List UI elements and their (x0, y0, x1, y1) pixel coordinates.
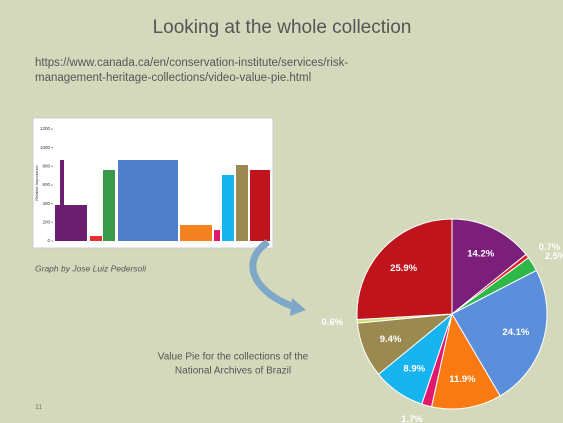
thumb-tick-label: 1000 (40, 145, 51, 150)
thumb-block (180, 225, 212, 241)
slide: Looking at the whole collection https://… (0, 0, 563, 423)
thumb-block (118, 160, 178, 241)
pie-caption: National Archives of Brazil (175, 366, 291, 377)
thumb-tick-label: 800 (42, 164, 50, 169)
thumb-block (103, 170, 115, 241)
slice-label: 25.9% (390, 263, 417, 274)
url-line: management-heritage-collections/video-va… (35, 72, 311, 84)
page-number: 11 (35, 404, 42, 411)
thumb-tick-label: 1200 (40, 126, 51, 131)
pie-caption: Value Pie for the collections of the (158, 352, 309, 363)
slice-label: 9.4% (380, 334, 402, 345)
thumb-block (90, 236, 102, 241)
thumb-tick-label: 600 (42, 182, 50, 187)
url-line: https://www.canada.ca/en/conservation-in… (35, 57, 348, 69)
thumb-ylabel: Relative Importance (34, 164, 39, 200)
thumbnail: Relative Importance 02004006008001000120… (33, 118, 273, 248)
thumb-tick-label: 200 (42, 220, 50, 225)
slide-title: Looking at the whole collection (153, 17, 412, 38)
thumb-tick-label: 400 (42, 201, 50, 206)
thumb-block (214, 230, 220, 241)
slice-label: 2.5% (545, 251, 563, 262)
slice-label: 14.2% (467, 249, 494, 260)
slice-label: 0.6% (321, 317, 343, 328)
slice-label: 24.1% (502, 327, 529, 338)
slice-label: 8.9% (403, 363, 425, 374)
thumb-block (236, 165, 248, 241)
thumb-block (222, 175, 234, 241)
graph-caption: Graph by Jose Luiz Pedersoli (35, 263, 147, 273)
slice-label: 11.9% (449, 374, 476, 385)
thumb-block (60, 160, 64, 205)
slice-label: 1.7% (401, 414, 423, 423)
thumb-block (55, 205, 87, 241)
thumb-block (250, 170, 270, 241)
